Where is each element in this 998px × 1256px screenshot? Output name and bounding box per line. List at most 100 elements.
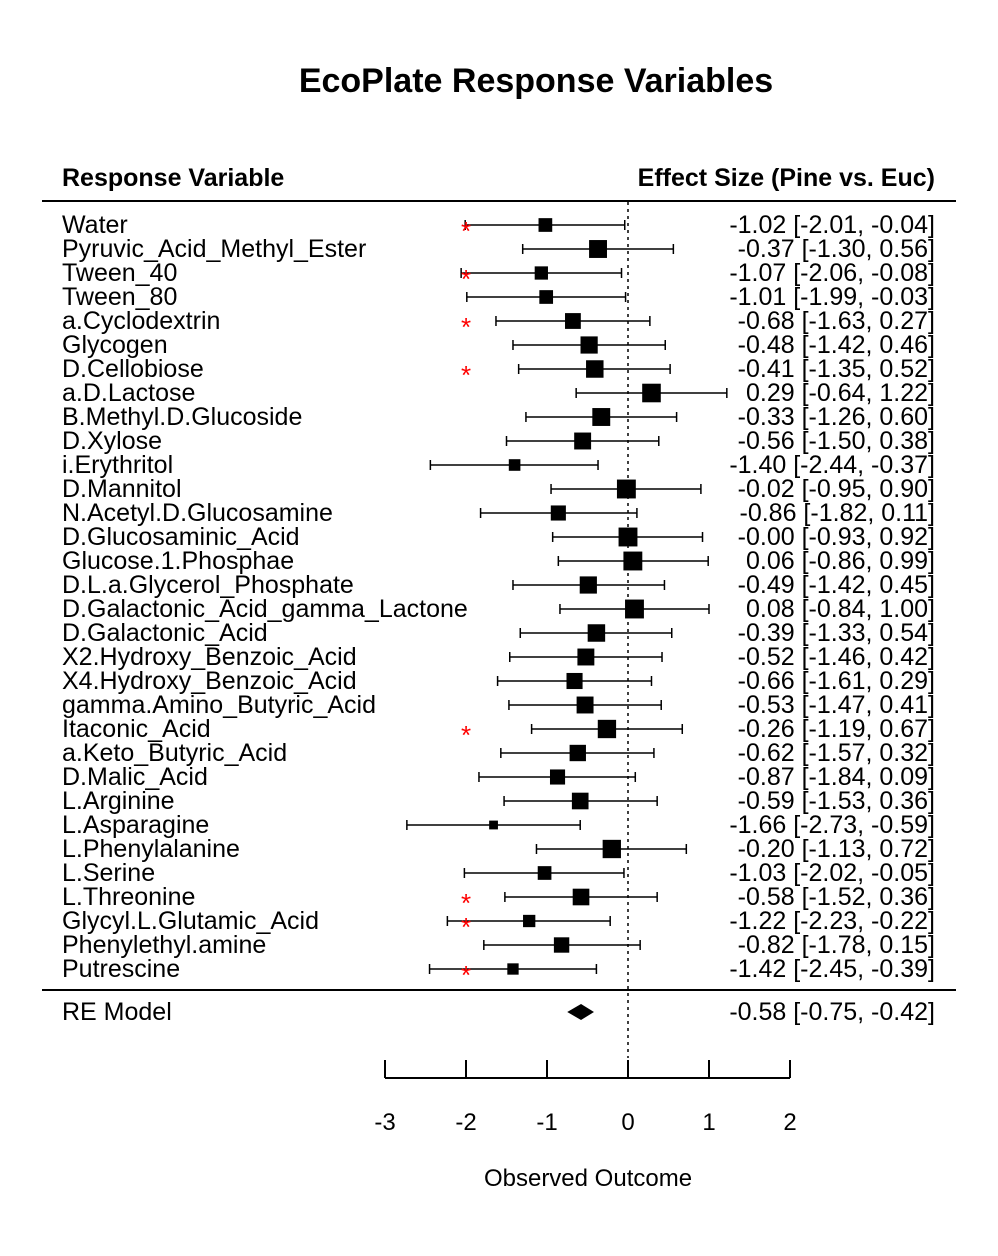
row-ci-text: -1.01 [-1.99, -0.03] xyxy=(729,283,935,311)
point-estimate xyxy=(534,266,548,280)
table-row: D.L.a.Glycerol_Phosphate -0.49 [-1.42, 0.… xyxy=(62,571,935,599)
point-estimate xyxy=(523,914,536,928)
row-label: Itaconic_Acid xyxy=(62,715,211,743)
row-ci-text: 0.29 [-0.64, 1.22] xyxy=(746,379,935,407)
table-row: X2.Hydroxy_Benzoic_Acid -0.52 [-1.46, 0.4… xyxy=(62,643,935,671)
point-estimate xyxy=(602,839,621,859)
table-row: Itaconic_Acid -0.26 [-1.19, 0.67] * xyxy=(62,715,935,750)
significance-star: * xyxy=(461,264,471,294)
table-row: Water -1.02 [-2.01, -0.04] * xyxy=(62,211,935,246)
table-row: Putrescine -1.42 [-2.45, -0.39] * xyxy=(62,955,935,990)
significance-star: * xyxy=(461,888,471,918)
row-ci-text: -0.00 [-0.93, 0.92] xyxy=(738,523,935,551)
row-label: Tween_80 xyxy=(62,283,177,311)
row-label: Phenylethyl.amine xyxy=(62,931,266,959)
point-estimate xyxy=(576,696,594,714)
row-ci-text: -0.66 [-1.61, 0.29] xyxy=(738,667,935,695)
x-axis: -3 -2 -1 0 1 2 xyxy=(374,1060,797,1136)
row-label: D.Cellobiose xyxy=(62,355,204,383)
table-row: Tween_80 -1.01 [-1.99, -0.03] xyxy=(62,283,935,311)
table-row: gamma.Amino_Butyric_Acid -0.53 [-1.47, 0.… xyxy=(62,691,935,719)
table-row: D.Cellobiose -0.41 [-1.35, 0.52] * xyxy=(62,355,935,390)
point-estimate xyxy=(625,599,644,619)
summary-diamond xyxy=(567,1004,594,1020)
row-label: D.Xylose xyxy=(62,427,162,455)
table-row: a.D.Lactose 0.29 [-0.64, 1.22] xyxy=(62,379,935,407)
row-label: Tween_40 xyxy=(62,259,177,287)
right-column-header: Effect Size (Pine vs. Euc) xyxy=(638,164,935,192)
table-row: X4.Hydroxy_Benzoic_Acid -0.66 [-1.61, 0.2… xyxy=(62,667,935,695)
row-label: X2.Hydroxy_Benzoic_Acid xyxy=(62,643,357,671)
row-label: D.Mannitol xyxy=(62,475,182,503)
table-row: D.Galactonic_Acid_gamma_Lactone 0.08 [-0.… xyxy=(62,595,935,623)
row-label: L.Threonine xyxy=(62,883,195,911)
summary-label: RE Model xyxy=(62,998,172,1026)
point-estimate xyxy=(618,527,638,547)
row-ci-text: -1.42 [-2.45, -0.39] xyxy=(729,955,935,983)
row-label: D.Glucosaminic_Acid xyxy=(62,523,300,551)
point-estimate xyxy=(589,240,607,258)
row-label: D.Galactonic_Acid_gamma_Lactone xyxy=(62,595,468,623)
x-axis-label: Observed Outcome xyxy=(484,1165,692,1192)
summary-row: RE Model -0.58 [-0.75, -0.42] xyxy=(62,998,935,1026)
row-ci-text: -0.33 [-1.26, 0.60] xyxy=(738,403,935,431)
row-ci-text: -0.68 [-1.63, 0.27] xyxy=(738,307,935,335)
significance-star: * xyxy=(461,720,471,750)
row-ci-text: -0.58 [-1.52, 0.36] xyxy=(738,883,935,911)
row-ci-text: 0.08 [-0.84, 1.00] xyxy=(746,595,935,623)
x-tick-label: -3 xyxy=(374,1109,395,1136)
row-label: a.Cyclodextrin xyxy=(62,307,220,335)
table-row: D.Glucosaminic_Acid -0.00 [-0.93, 0.92] xyxy=(62,523,935,551)
row-label: D.Malic_Acid xyxy=(62,763,208,791)
point-estimate xyxy=(572,888,590,906)
table-row: Tween_40 -1.07 [-2.06, -0.08] * xyxy=(62,259,935,294)
row-ci-text: -0.52 [-1.46, 0.42] xyxy=(738,643,935,671)
row-label: Glycyl.L.Glutamic_Acid xyxy=(62,907,319,935)
point-estimate xyxy=(489,820,498,830)
x-tick-label: 0 xyxy=(621,1109,634,1136)
point-estimate xyxy=(550,505,566,521)
row-label: Pyruvic_Acid_Methyl_Ester xyxy=(62,235,366,263)
row-ci-text: -0.49 [-1.42, 0.45] xyxy=(738,571,935,599)
point-estimate xyxy=(623,551,643,571)
table-row: i.Erythritol -1.40 [-2.44, -0.37] xyxy=(62,451,935,479)
point-estimate xyxy=(538,218,553,232)
row-label: D.L.a.Glycerol_Phosphate xyxy=(62,571,354,599)
row-ci-text: -1.22 [-2.23, -0.22] xyxy=(729,907,935,935)
row-ci-text: -0.26 [-1.19, 0.67] xyxy=(738,715,935,743)
row-ci-text: -0.20 [-1.13, 0.72] xyxy=(738,835,935,863)
point-estimate xyxy=(592,408,611,426)
significance-star: * xyxy=(461,960,471,990)
significance-star: * xyxy=(461,360,471,390)
point-estimate xyxy=(549,769,566,785)
row-label: a.Keto_Butyric_Acid xyxy=(62,739,287,767)
row-label: Glycogen xyxy=(62,331,168,359)
chart-title: EcoPlate Response Variables xyxy=(299,62,773,100)
summary-ci-text: -0.58 [-0.75, -0.42] xyxy=(729,998,935,1026)
point-estimate xyxy=(553,937,570,953)
x-tick-label: 1 xyxy=(702,1109,715,1136)
point-estimate xyxy=(579,576,597,594)
significance-star: * xyxy=(461,912,471,942)
row-ci-text: -0.56 [-1.50, 0.38] xyxy=(738,427,935,455)
row-ci-text: -0.87 [-1.84, 0.09] xyxy=(738,763,935,791)
significance-star: * xyxy=(461,312,471,342)
table-row: Glycyl.L.Glutamic_Acid -1.22 [-2.23, -0.2… xyxy=(62,907,935,942)
table-row: Pyruvic_Acid_Methyl_Ester -0.37 [-1.30, 0… xyxy=(62,235,935,263)
table-row: L.Phenylalanine -0.20 [-1.13, 0.72] xyxy=(62,835,935,863)
table-row: Glucose.1.Phosphae 0.06 [-0.86, 0.99] xyxy=(62,547,935,575)
row-label: D.Galactonic_Acid xyxy=(62,619,268,647)
point-estimate xyxy=(587,624,606,642)
row-label: Putrescine xyxy=(62,955,180,983)
point-estimate xyxy=(571,792,589,810)
point-estimate xyxy=(642,383,661,403)
row-label: X4.Hydroxy_Benzoic_Acid xyxy=(62,667,357,695)
point-estimate xyxy=(507,963,519,975)
row-ci-text: -0.53 [-1.47, 0.41] xyxy=(738,691,935,719)
table-row: N.Acetyl.D.Glucosamine -0.86 [-1.82, 0.11… xyxy=(62,499,935,527)
row-label: gamma.Amino_Butyric_Acid xyxy=(62,691,376,719)
point-estimate xyxy=(508,459,521,471)
row-label: Glucose.1.Phosphae xyxy=(62,547,294,575)
row-label: Water xyxy=(62,211,128,239)
row-label: L.Asparagine xyxy=(62,811,209,839)
